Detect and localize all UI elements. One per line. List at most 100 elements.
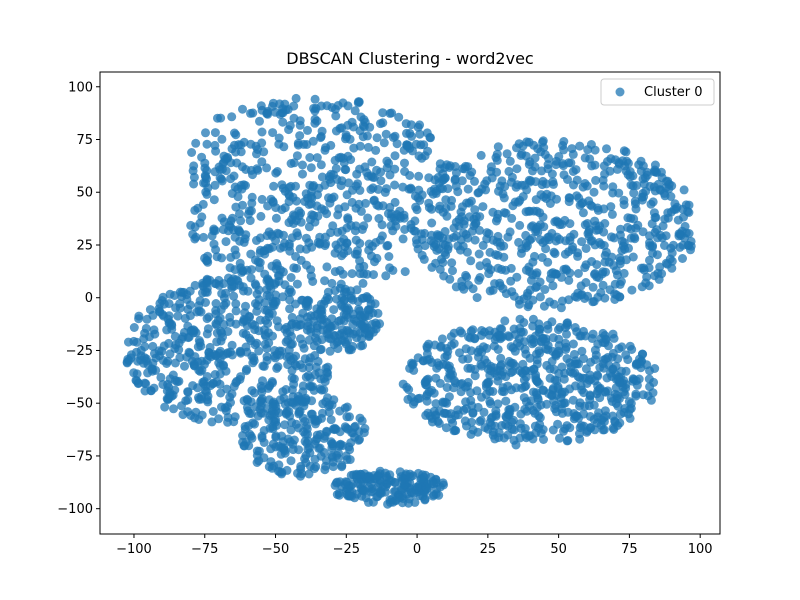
- scatter-point: [586, 357, 596, 367]
- scatter-point: [501, 396, 511, 406]
- scatter-point: [560, 398, 570, 408]
- scatter-point: [333, 101, 343, 110]
- scatter-point: [476, 150, 486, 160]
- scatter-point: [468, 408, 478, 418]
- scatter-point: [373, 472, 383, 481]
- scatter-point: [535, 413, 545, 423]
- scatter-point: [255, 315, 265, 325]
- scatter-point: [312, 304, 322, 314]
- scatter-point: [325, 346, 335, 356]
- scatter-point: [442, 383, 452, 392]
- scatter-point: [502, 149, 512, 159]
- scatter-point: [466, 196, 476, 206]
- scatter-point: [412, 205, 422, 215]
- scatter-point: [621, 166, 631, 176]
- scatter-point: [274, 408, 284, 418]
- scatter-point: [485, 386, 495, 396]
- scatter-point: [540, 285, 550, 294]
- legend-box: [600, 78, 715, 106]
- scatter-point: [510, 402, 520, 412]
- scatter-point: [638, 227, 648, 237]
- scatter-point: [582, 181, 592, 191]
- scatter-point: [654, 274, 664, 284]
- scatter-point: [417, 153, 427, 163]
- scatter-point: [264, 312, 274, 322]
- scatter-point: [230, 265, 240, 275]
- scatter-point: [650, 213, 660, 223]
- scatter-point: [559, 426, 568, 436]
- scatter-point: [431, 373, 441, 383]
- scatter-point: [341, 165, 351, 175]
- scatter-point: [375, 235, 385, 245]
- plot-frame: [99, 71, 721, 535]
- scatter-point: [331, 126, 341, 136]
- scatter-point: [580, 220, 590, 230]
- scatter-point: [534, 327, 544, 337]
- scatter-point: [195, 366, 205, 376]
- scatter-point: [192, 307, 202, 317]
- scatter-point: [532, 377, 542, 387]
- scatter-point: [259, 147, 269, 157]
- scatter-point: [353, 98, 363, 108]
- scatter-point: [485, 396, 495, 406]
- scatter-point: [258, 376, 267, 386]
- scatter-point: [231, 299, 241, 309]
- scatter-point: [319, 385, 329, 395]
- scatter-point: [202, 314, 212, 324]
- scatter-point: [463, 377, 473, 387]
- scatter-point: [326, 415, 336, 425]
- scatter-point: [363, 293, 372, 303]
- scatter-point: [431, 188, 441, 198]
- scatter-point: [368, 497, 378, 507]
- scatter-point: [564, 197, 574, 207]
- scatter-point: [564, 275, 574, 285]
- scatter-point: [483, 262, 493, 272]
- scatter-point: [277, 431, 287, 441]
- scatter-point: [568, 339, 578, 349]
- scatter-point: [211, 319, 221, 329]
- scatter-point: [490, 368, 499, 378]
- scatter-point: [512, 272, 522, 282]
- scatter-point: [466, 363, 476, 373]
- scatter-point: [286, 287, 296, 297]
- scatter-point: [335, 440, 345, 450]
- scatter-point: [390, 131, 400, 141]
- scatter-point: [411, 139, 421, 149]
- scatter-point: [248, 170, 257, 180]
- scatter-point: [488, 427, 498, 437]
- scatter-point: [303, 125, 312, 135]
- scatter-point: [326, 228, 336, 238]
- scatter-point: [577, 346, 587, 356]
- scatter-point: [603, 386, 613, 396]
- scatter-point: [411, 191, 420, 201]
- scatter-point: [474, 352, 483, 362]
- scatter-point: [242, 364, 252, 374]
- scatter-point: [526, 334, 536, 344]
- scatter-point: [528, 321, 538, 331]
- scatter-point: [287, 215, 297, 225]
- scatter-point: [211, 309, 221, 319]
- scatter-point: [134, 311, 144, 321]
- scatter-point: [291, 419, 301, 429]
- scatter-point: [202, 139, 212, 149]
- scatter-point: [413, 353, 423, 363]
- scatter-point: [227, 112, 237, 122]
- scatter-point: [297, 295, 307, 305]
- scatter-point: [598, 267, 608, 277]
- scatter-point: [645, 255, 654, 265]
- scatter-point: [315, 238, 325, 248]
- scatter-point: [305, 373, 315, 383]
- scatter-point: [580, 294, 590, 303]
- scatter-point: [539, 192, 549, 202]
- scatter-point: [139, 334, 149, 344]
- scatter-point: [257, 138, 267, 148]
- scatter-point: [592, 272, 602, 282]
- scatter-point: [164, 338, 174, 348]
- scatter-point: [284, 189, 294, 199]
- scatter-point: [245, 216, 255, 226]
- scatter-point: [591, 175, 601, 185]
- scatter-point: [229, 291, 239, 301]
- scatter-point: [473, 188, 483, 198]
- scatter-point: [557, 387, 567, 397]
- scatter-point: [572, 175, 582, 185]
